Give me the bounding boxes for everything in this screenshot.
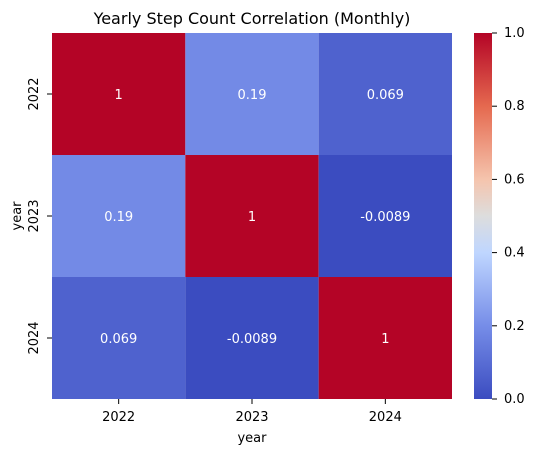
heatmap-cells: 1 0.19 0.069 0.19 1 -0.0089 0.069 -0.0089 1: [52, 33, 452, 399]
heatmap-value-2024-2022: 0.069: [100, 332, 137, 347]
heatmap-value-2023-2022: 0.19: [104, 210, 133, 225]
heatmap-value-2023-2024: -0.0089: [360, 210, 410, 225]
colorbar-tick-label-1.0: 1.0: [504, 26, 525, 41]
heatmap-cell-2024-2022: [52, 277, 186, 399]
heatmap-cell-2023-2024: [318, 155, 452, 277]
colorbar-ticks: 0.0 0.2 0.4 0.6 0.8 1.0: [492, 26, 525, 407]
heatmap-value-2022-2023: 0.19: [238, 88, 267, 103]
chart-title: Yearly Step Count Correlation (Monthly): [93, 9, 411, 28]
heatmap-cell-2022-2024: [318, 33, 452, 155]
x-axis-label: year: [237, 431, 267, 446]
y-tick-label-2024: 2024: [27, 321, 42, 354]
heatmap-value-2024-2023: -0.0089: [227, 332, 277, 347]
colorbar-tick-label-0.6: 0.6: [504, 172, 525, 187]
heatmap-cell-2024-2023: [185, 277, 319, 399]
x-axis-ticks: 2022 2023 2024: [102, 399, 402, 425]
y-axis-ticks: 2022 2023 2024: [27, 77, 52, 355]
heatmap-cell-2022-2022: [52, 33, 186, 155]
colorbar-tick-label-0.4: 0.4: [504, 246, 525, 261]
x-tick-label-2023: 2023: [235, 410, 268, 425]
heatmap-value-2023-2023: 1: [248, 210, 256, 225]
heatmap-value-2022-2024: 0.069: [367, 88, 404, 103]
heatmap-cell-2023-2023: [185, 155, 319, 277]
y-axis-label: year: [10, 201, 25, 231]
heatmap-cell-2022-2023: [185, 33, 319, 155]
colorbar-tick-label-0.8: 0.8: [504, 99, 525, 114]
colorbar-tick-label-0.2: 0.2: [504, 319, 525, 334]
heatmap-value-2024-2024: 1: [381, 332, 389, 347]
heatmap-cell-2024-2024: [318, 277, 452, 399]
y-tick-label-2022: 2022: [27, 77, 42, 110]
colorbar: [474, 33, 492, 399]
x-tick-label-2024: 2024: [369, 410, 402, 425]
heatmap-value-2022-2022: 1: [115, 88, 123, 103]
x-tick-label-2022: 2022: [102, 410, 135, 425]
colorbar-tick-label-0.0: 0.0: [504, 392, 525, 407]
heatmap-cell-2023-2022: [52, 155, 186, 277]
y-tick-label-2023: 2023: [27, 199, 42, 232]
